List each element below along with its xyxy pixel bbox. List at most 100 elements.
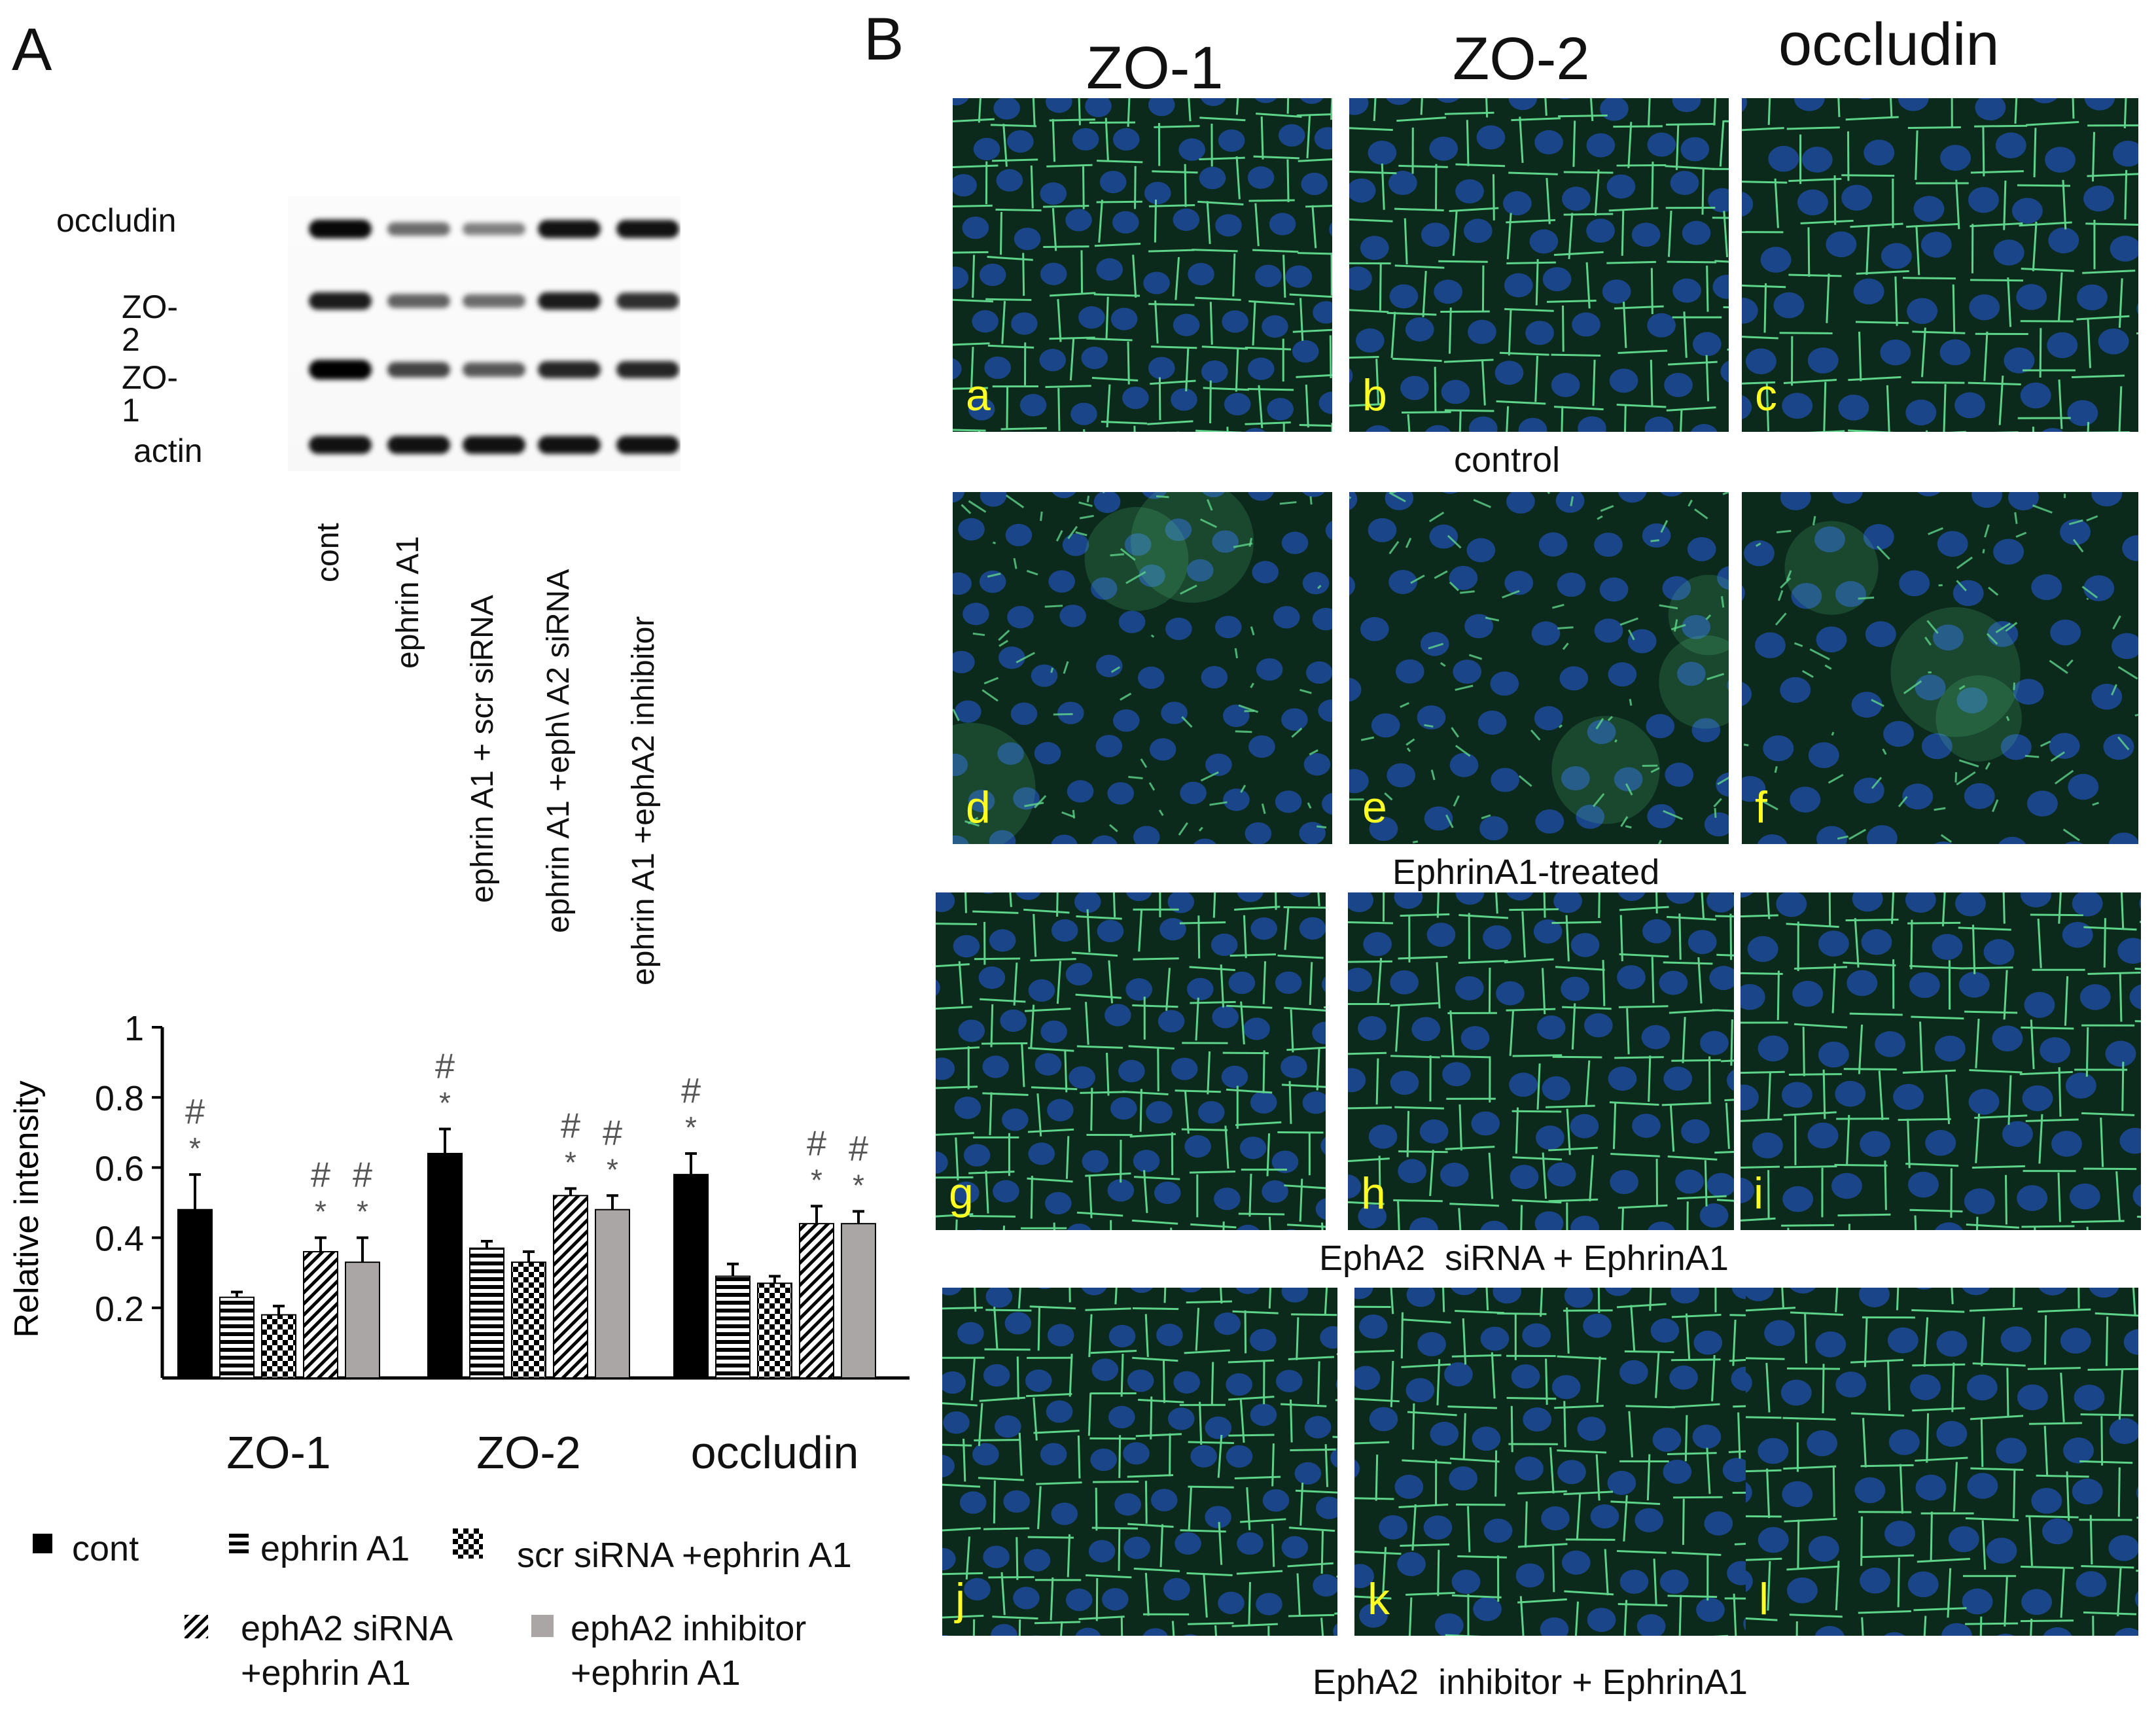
row-caption-control: control	[1454, 440, 1561, 480]
blot-band-zo-2-3	[463, 294, 525, 308]
blot-label-occludin: occludin	[56, 202, 177, 239]
significance-hash: #	[435, 1046, 455, 1085]
lane-label-inhibitor: ephrin A1 +ephA2 inhibitor	[626, 616, 661, 985]
bar-zo-2-series-4	[553, 1195, 588, 1379]
panel-b-letter: B	[864, 6, 904, 73]
micrograph-b: b	[1349, 98, 1729, 432]
blot-band-occludin-3	[463, 222, 525, 236]
y-axis-label: Relative intensity	[8, 1080, 46, 1337]
blot-band-zo-2-2	[387, 294, 450, 308]
significance-asterisk: *	[357, 1195, 368, 1229]
blot-band-zo-1-2	[387, 362, 450, 378]
significance-asterisk: *	[565, 1146, 576, 1180]
blot-band-occludin-2	[387, 222, 450, 236]
blot-band-actin-2	[387, 436, 450, 454]
significance-hash: #	[311, 1155, 330, 1195]
micrograph-image	[1742, 492, 2138, 844]
micrograph-letter-k: k	[1368, 1574, 1390, 1624]
blot-bands	[288, 196, 680, 471]
legend-swatch-scr	[453, 1528, 483, 1559]
micrograph-image	[1348, 892, 1734, 1230]
micrograph-letter-g: g	[949, 1169, 974, 1218]
micrograph-k: k	[1354, 1288, 1750, 1636]
micrograph-letter-j: j	[955, 1574, 966, 1624]
micrograph-image	[1746, 1288, 2138, 1636]
significance-hash: #	[849, 1129, 868, 1168]
bar-zo-1-series-3	[261, 1314, 296, 1379]
y-tick-label: 0.2	[95, 1290, 144, 1329]
bar-occludin-series-2	[715, 1275, 751, 1379]
micrograph-a: a	[953, 98, 1332, 432]
y-tick-label: 0.6	[95, 1149, 144, 1188]
bar-zo-1-series-4	[303, 1251, 338, 1379]
micrograph-letter-h: h	[1361, 1169, 1386, 1218]
micrograph-image	[1741, 892, 2141, 1230]
micrograph-i: i	[1741, 892, 2141, 1230]
micrograph-e: e	[1349, 492, 1729, 844]
legend-label-scr: scr siRNA +ephrin A1	[517, 1536, 852, 1575]
lane-label-ephrin: ephrin A1	[391, 536, 425, 669]
lane-label-eph-sirna: ephrin A1 +eph\ A2 siRNA	[541, 569, 576, 933]
significance-asterisk: *	[811, 1163, 822, 1197]
significance-hash: #	[603, 1113, 622, 1152]
significance-hash: #	[681, 1071, 701, 1110]
lane-label-cont: cont	[311, 523, 345, 582]
bar-zo-1-series-2	[219, 1296, 255, 1379]
significance-asterisk: *	[189, 1131, 201, 1165]
blot-band-zo-1-5	[616, 361, 679, 378]
micrograph-image	[1349, 98, 1729, 432]
significance-asterisk: *	[315, 1195, 327, 1229]
bar-zo-2-series-2	[469, 1247, 504, 1379]
blot-band-occludin-4	[538, 220, 601, 238]
micrograph-letter-f: f	[1755, 783, 1767, 832]
blot-band-actin-5	[616, 436, 679, 454]
significance-hash: #	[353, 1155, 372, 1195]
bar-zo-2-series-1	[427, 1152, 463, 1379]
bar-zo-1-series-1	[177, 1208, 213, 1379]
micrograph-letter-c: c	[1755, 370, 1777, 420]
panel-a-letter: A	[12, 16, 52, 83]
bar-zo-1-series-5	[345, 1261, 380, 1379]
bar-zo-2-series-5	[595, 1208, 630, 1379]
micrograph-d: d	[953, 492, 1332, 844]
row-caption-sirna: EphA2 siRNA + EphrinA1	[1319, 1239, 1729, 1278]
legend-label-cont: cont	[72, 1529, 139, 1568]
legend-label-ephrin: ephrin A1	[260, 1529, 410, 1568]
micrograph-letter-a: a	[966, 370, 991, 420]
blot-label-actin: actin	[133, 432, 203, 469]
bar-occludin-series-5	[841, 1223, 876, 1379]
blot-band-zo-1-3	[463, 362, 525, 377]
micrograph-image	[1349, 492, 1729, 844]
micrograph-h: h	[1348, 892, 1734, 1230]
blot-label-zo1: ZO-1	[122, 359, 179, 429]
blot-band-zo-2-5	[616, 292, 679, 309]
column-header-zo1: ZO-1	[1086, 35, 1224, 101]
category-label-zo-1: ZO-1	[226, 1427, 330, 1478]
legend-swatch-cont	[33, 1534, 52, 1553]
y-tick-label: 0.8	[95, 1079, 144, 1118]
column-header-occludin: occludin	[1778, 11, 2000, 78]
micrograph-letter-i: i	[1754, 1169, 1764, 1218]
bar-occludin-series-1	[673, 1174, 709, 1379]
legend-label-inhibitor: ephA2 inhibitor +ephrin A1	[571, 1609, 807, 1693]
legend-swatch-ephrin	[229, 1534, 249, 1553]
significance-asterisk: *	[439, 1085, 451, 1120]
legend-swatch-inhibitor	[531, 1615, 554, 1637]
micrograph-image	[936, 892, 1326, 1230]
micrograph-c: c	[1742, 98, 2138, 432]
significance-asterisk: *	[853, 1168, 864, 1202]
micrograph-g: g	[936, 892, 1326, 1230]
micrograph-letter-l: l	[1759, 1574, 1769, 1624]
significance-asterisk: *	[607, 1152, 618, 1186]
blot-band-actin-4	[538, 436, 601, 454]
blot-band-zo-2-1	[309, 292, 372, 310]
micrograph-image	[953, 492, 1332, 844]
blot-band-zo-1-1	[309, 360, 372, 379]
y-tick-label: 0.4	[95, 1220, 144, 1259]
significance-asterisk: *	[685, 1110, 697, 1144]
bar-occludin-series-3	[757, 1282, 792, 1379]
bar-occludin-series-4	[799, 1223, 834, 1379]
legend-label-sirna: ephA2 siRNA +ephrin A1	[241, 1609, 453, 1693]
significance-hash: #	[185, 1092, 205, 1131]
row-caption-ephrin: EphrinA1-treated	[1392, 853, 1660, 892]
